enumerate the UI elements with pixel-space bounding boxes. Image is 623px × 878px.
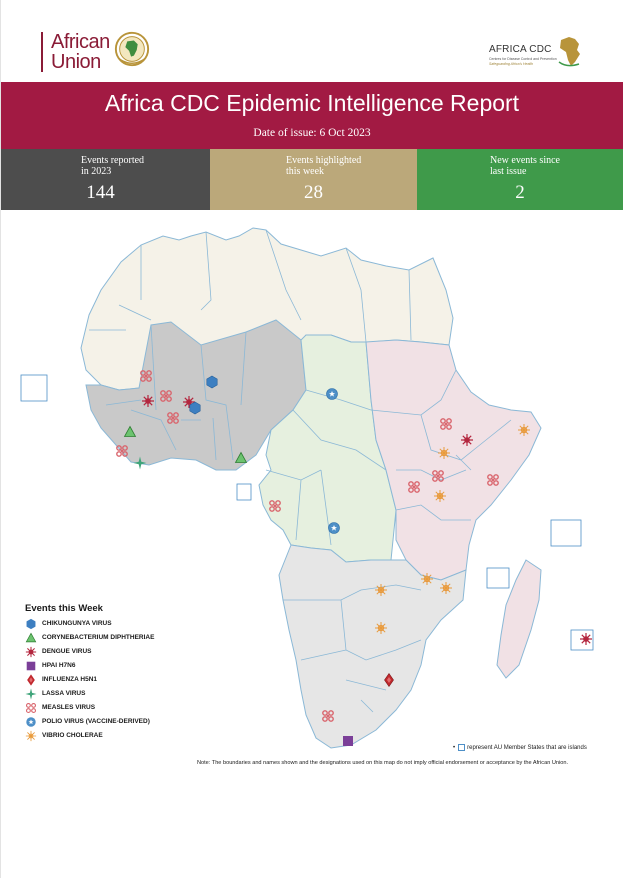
polio-icon — [26, 717, 36, 727]
legend-label: HPAI H7N6 — [42, 662, 76, 669]
stat-value: 28 — [304, 182, 323, 203]
polio-marker — [328, 522, 340, 534]
hpai-h7n6-marker — [343, 736, 353, 746]
island-box-comoros — [486, 567, 510, 589]
africa-cdc-logo: AFRICA CDC Centres for Disease Control a… — [489, 34, 581, 70]
stat-label-line1: Events reported — [81, 155, 145, 166]
legend-label: INFLUENZA H5N1 — [42, 676, 98, 683]
legend-label: CORYNEBACTERIUM DIPHTHERIAE — [42, 634, 155, 641]
legend-item: INFLUENZA H5N1 — [25, 674, 225, 688]
region-southern-africa — [278, 544, 467, 749]
stats-bar: Events reported in 2023 144 Events highl… — [1, 149, 623, 210]
polio-marker — [326, 388, 338, 400]
star-icon — [25, 688, 37, 700]
legend-title: Events this Week — [25, 603, 103, 614]
map-legend: Events this Week CHIKUNGUNYA VIRUS CORYN… — [25, 603, 225, 744]
african-union-logo: African Union — [33, 30, 153, 74]
stat-value: 2 — [515, 182, 525, 203]
burst-icon — [25, 730, 37, 742]
legend-item: MEASLES VIRUS — [25, 702, 225, 716]
measles-icon — [25, 702, 37, 714]
africa-map — [20, 227, 594, 749]
hexagon-icon — [26, 618, 36, 630]
chikungunya-marker — [206, 375, 218, 389]
chikungunya-marker — [189, 401, 201, 415]
african-union-wordmark: African Union — [51, 32, 110, 72]
stat-label-line2: in 2023 — [81, 166, 112, 177]
legend-label: POLIO VIRUS (VACCINE-DERIVED) — [42, 718, 150, 725]
dengue-marker — [579, 632, 593, 646]
island-box-seychelles — [550, 519, 582, 547]
legend-item: POLIO VIRUS (VACCINE-DERIVED) — [25, 716, 225, 730]
triangle-icon — [25, 632, 37, 643]
island-box-mauritius — [570, 629, 594, 651]
islands-note: • represent AU Member States that are isl… — [453, 744, 587, 752]
report-banner: Africa CDC Epidemic Intelligence Report … — [1, 82, 623, 149]
stat-new-events: New events since last issue 2 — [417, 149, 623, 210]
cdc-logo-subtitle: Centres for Disease Control and Preventi… — [489, 57, 557, 61]
logo-bar — [41, 32, 43, 72]
legend-item: HPAI H7N6 — [25, 660, 225, 674]
au-text-line2: Union — [51, 51, 101, 73]
cdc-logo-title: AFRICA CDC — [489, 44, 552, 55]
stat-label-line2: last issue — [490, 166, 527, 177]
square-icon — [26, 661, 36, 671]
diamond-icon — [27, 674, 35, 686]
legend-label: VIBRIO CHOLERAE — [42, 732, 103, 739]
legend-label: DENGUE VIRUS — [42, 648, 92, 655]
issue-date: Date of issue: 6 Oct 2023 — [253, 127, 371, 139]
island-box-sao-tome — [236, 483, 252, 501]
legend-item: CHIKUNGUNYA VIRUS — [25, 618, 225, 632]
stat-events-reported: Events reported in 2023 144 — [1, 149, 210, 210]
madagascar — [496, 559, 542, 679]
au-emblem-icon — [114, 31, 150, 67]
legend-item: VIBRIO CHOLERAE — [25, 730, 225, 744]
stat-label: Events highlighted this week — [286, 155, 361, 177]
legend-item: CORYNEBACTERIUM DIPHTHERIAE — [25, 632, 225, 646]
legend-label: LASSA VIRUS — [42, 690, 86, 697]
stat-label: New events since last issue — [490, 155, 560, 177]
legend-item: LASSA VIRUS — [25, 688, 225, 702]
virus-icon — [25, 646, 37, 658]
disclaimer-text: Note: The boundaries and names shown and… — [196, 760, 569, 766]
island-square-icon — [458, 744, 466, 751]
map-disclaimer: Note: The boundaries and names shown and… — [1, 760, 623, 766]
stat-label-line1: Events highlighted — [286, 155, 362, 166]
legend-label: MEASLES VIRUS — [42, 704, 96, 711]
stat-label: Events reported in 2023 — [81, 155, 144, 177]
stat-events-highlighted: Events highlighted this week 28 — [210, 149, 417, 210]
islands-note-text: represent AU Member States that are isla… — [467, 745, 587, 752]
cdc-logo-tagline: Safeguarding Africa's Health — [489, 62, 534, 66]
africa-silhouette-icon — [558, 37, 580, 67]
stat-value: 144 — [86, 182, 115, 203]
au-text-line1: African — [51, 31, 110, 53]
island-box-cabo-verde — [20, 374, 48, 402]
legend-label: CHIKUNGUNYA VIRUS — [42, 620, 112, 627]
report-title: Africa CDC Epidemic Intelligence Report — [104, 90, 520, 116]
legend-item: DENGUE VIRUS — [25, 646, 225, 660]
stat-label-line2: this week — [286, 166, 325, 177]
stat-label-line1: New events since — [490, 155, 560, 166]
